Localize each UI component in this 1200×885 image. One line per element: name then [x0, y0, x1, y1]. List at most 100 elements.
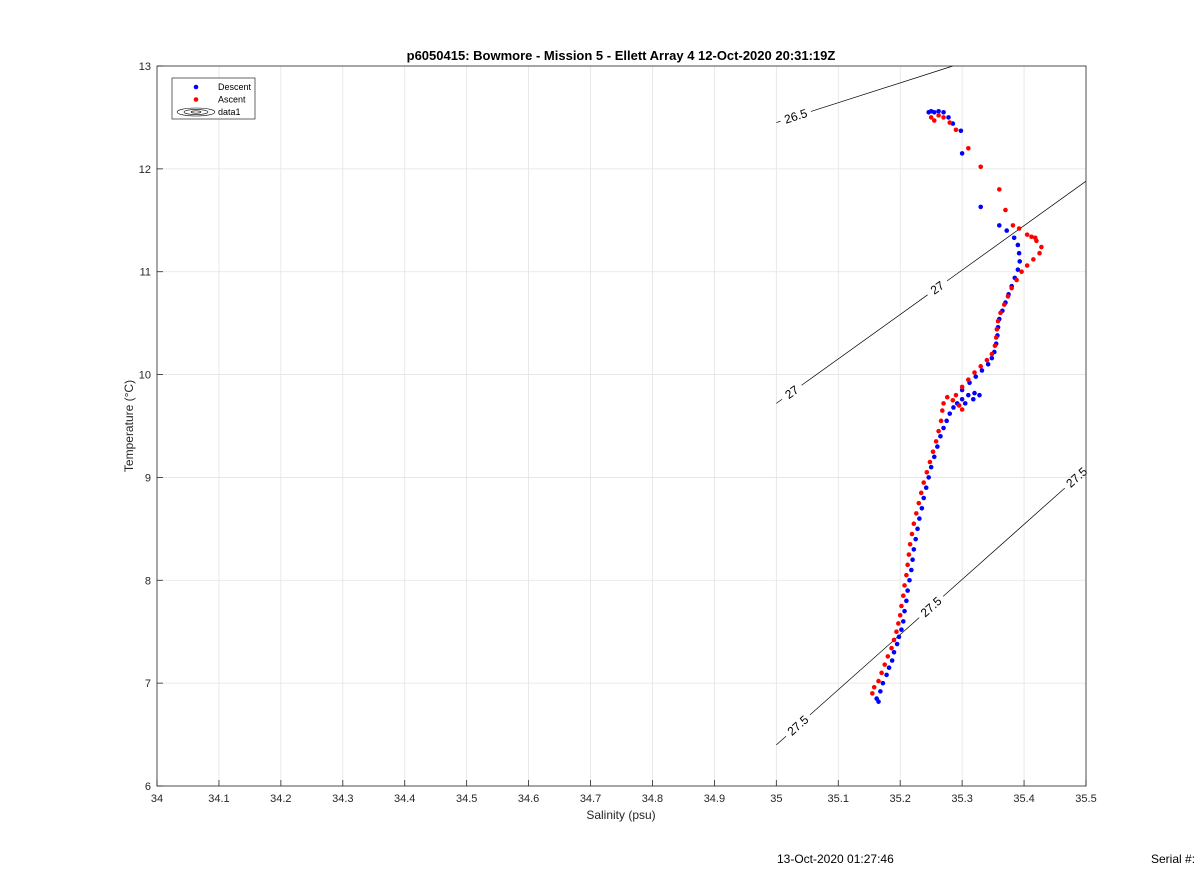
data-point-ascent: [927, 459, 933, 465]
legend-label-data1: data1: [218, 107, 241, 117]
legend: Descent Ascent data1: [171, 77, 256, 120]
y-tick-label: 13: [139, 61, 151, 73]
x-tick-label: 34.4: [394, 793, 415, 805]
contour-line: [801, 294, 928, 386]
data-point-ascent: [931, 118, 937, 123]
data-point-descent: [977, 392, 982, 398]
data-point-descent: [899, 627, 904, 632]
data-point-ascent: [904, 572, 909, 578]
data-point-descent: [936, 108, 941, 114]
x-tick-label: 34.9: [704, 793, 725, 805]
y-tick-label: 7: [145, 678, 151, 690]
data-point-ascent: [906, 552, 912, 557]
data-point-ascent: [1024, 232, 1030, 237]
contour-line: [776, 398, 783, 404]
data-point-descent: [989, 355, 995, 361]
data-point-ascent: [909, 531, 915, 537]
data-point-descent: [910, 557, 915, 563]
data-point-descent: [931, 454, 937, 460]
data-point-ascent: [918, 490, 924, 496]
x-axis-label: Salinity (psu): [586, 808, 655, 822]
series-descent: [874, 108, 1023, 704]
data-point-ascent: [992, 343, 998, 349]
legend-label-descent: Descent: [218, 82, 252, 92]
data-point-ascent: [921, 480, 927, 485]
data-point-descent: [973, 374, 979, 379]
data-point-ascent: [916, 500, 922, 506]
data-point-ascent: [1016, 226, 1022, 231]
x-tick-label: 35.2: [889, 793, 910, 805]
data-point-ascent: [933, 439, 939, 444]
data-point-descent: [941, 425, 946, 431]
contour-label: 27: [782, 382, 801, 401]
data-point-descent: [944, 418, 949, 424]
data-point-descent: [938, 433, 943, 439]
legend-label-ascent: Ascent: [218, 95, 246, 105]
contour-27-5: 27.527.527.5: [776, 464, 1090, 746]
data-point-descent: [941, 109, 946, 115]
contour-line: [776, 120, 781, 123]
x-tick-label: 34.1: [208, 793, 229, 805]
data-point-ascent: [899, 603, 904, 609]
x-tick-label: 34.7: [580, 793, 601, 805]
data-point-ascent: [879, 670, 884, 676]
data-point-ascent: [900, 593, 906, 599]
data-point-descent: [972, 390, 977, 396]
data-point-descent: [919, 505, 925, 511]
data-point-ascent: [944, 394, 950, 400]
contour-27: 27 27: [776, 180, 1087, 404]
data-point-ascent: [953, 127, 959, 133]
data-point-descent: [900, 619, 906, 624]
data-point-descent: [921, 495, 927, 501]
data-point-descent: [947, 411, 953, 416]
data-point-ascent: [966, 145, 971, 151]
data-point-descent: [946, 115, 951, 120]
data-point-ascent: [1029, 234, 1034, 240]
data-point-descent: [1015, 267, 1021, 272]
data-point-ascent: [1037, 250, 1042, 256]
data-point-ascent: [1032, 235, 1038, 241]
legend-marker-descent: [193, 84, 199, 90]
data-point-ascent: [891, 637, 897, 643]
data-point-ascent: [1024, 263, 1030, 268]
x-tick-label: 34.3: [332, 793, 353, 805]
contour-label: 27: [928, 278, 947, 297]
data-point-descent: [905, 588, 910, 593]
data-point-ascent: [1003, 207, 1008, 213]
data-point-ascent: [994, 327, 1000, 332]
data-point-descent: [985, 361, 991, 367]
data-point-ascent: [907, 541, 913, 547]
x-tick-label: 35: [770, 793, 782, 805]
data-point-ascent: [1014, 277, 1019, 283]
data-point-descent: [1016, 250, 1022, 256]
y-tick-label: 11: [140, 267, 151, 279]
y-tick-label: 6: [145, 781, 151, 793]
data-point-ascent: [1031, 257, 1036, 262]
data-point-ascent: [993, 335, 999, 340]
contour-line: [942, 487, 1065, 597]
data-point-ascent: [894, 629, 899, 635]
data-point-ascent: [924, 469, 930, 475]
x-tick-label: 34.5: [456, 793, 477, 805]
data-point-descent: [1004, 228, 1010, 233]
legend-box: [171, 77, 256, 120]
data-point-descent: [966, 392, 971, 398]
legend-contour-icon: [190, 110, 202, 114]
x-tick-label: 35.5: [1075, 793, 1096, 805]
data-point-descent: [889, 658, 895, 663]
data-point-ascent: [896, 621, 901, 626]
grid: [156, 65, 1087, 787]
data-point-ascent: [897, 612, 903, 618]
data-point-descent: [978, 204, 984, 210]
data-point-descent: [1017, 259, 1023, 264]
data-point-descent: [891, 649, 897, 655]
data-point-ascent: [1019, 269, 1024, 275]
data-point-ascent: [876, 678, 881, 684]
data-point-ascent: [882, 662, 888, 667]
contour-26-5: 26.5: [776, 65, 953, 127]
data-point-ascent: [1005, 294, 1011, 299]
data-point-ascent: [940, 408, 945, 413]
data-point-descent: [913, 536, 918, 542]
data-point-descent: [909, 567, 914, 573]
data-point-descent: [926, 109, 931, 115]
